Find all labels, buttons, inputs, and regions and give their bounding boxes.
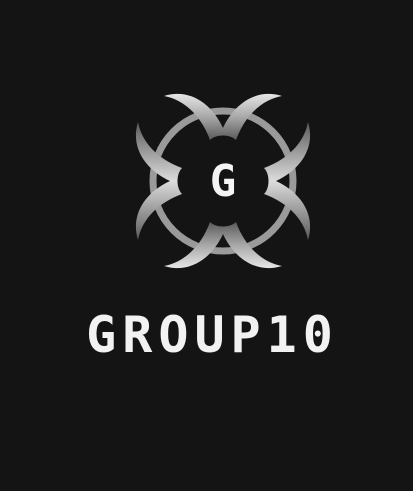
emblem-ring: [149, 107, 297, 255]
ornate-g-emblem-icon: G: [136, 93, 310, 269]
brand-wordmark: GROUP10: [86, 306, 339, 364]
emblem-left-flourish: [136, 122, 182, 240]
emblem-letter: G: [210, 156, 237, 207]
emblem-right-flourish: [264, 122, 310, 240]
emblem-top-flourish: [164, 93, 282, 140]
emblem-bottom-flourish: [164, 222, 282, 269]
